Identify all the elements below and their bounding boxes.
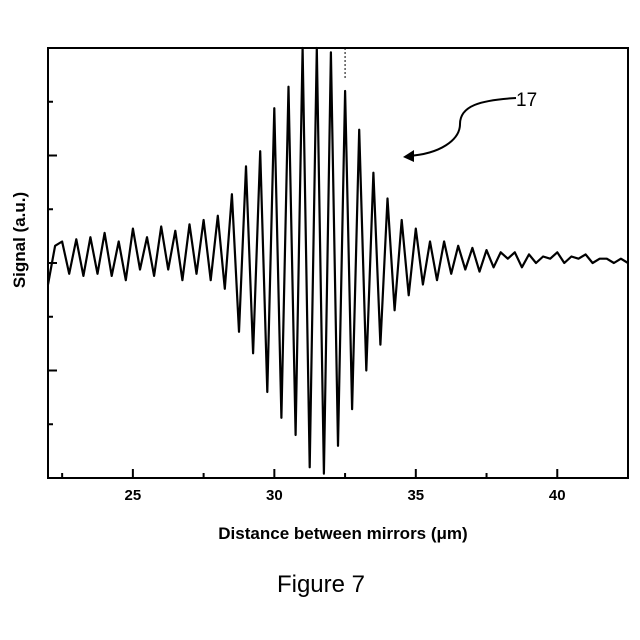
reference-label: 17: [516, 90, 537, 111]
signal-line: [48, 48, 628, 474]
x-tick-label: 35: [407, 487, 424, 504]
y-axis-label: Signal (a.u.): [10, 192, 29, 288]
figure-caption: Figure 7: [277, 571, 365, 598]
x-tick-label: 30: [266, 487, 283, 504]
annotation-arrow: [408, 98, 516, 156]
annotation-arrowhead: [403, 150, 414, 162]
x-axis-label: Distance between mirrors (μm): [218, 524, 467, 543]
x-tick-label: 25: [125, 487, 142, 504]
x-tick-label: 40: [549, 487, 566, 504]
x-tick-labels: 25 30 35 40: [125, 487, 566, 504]
